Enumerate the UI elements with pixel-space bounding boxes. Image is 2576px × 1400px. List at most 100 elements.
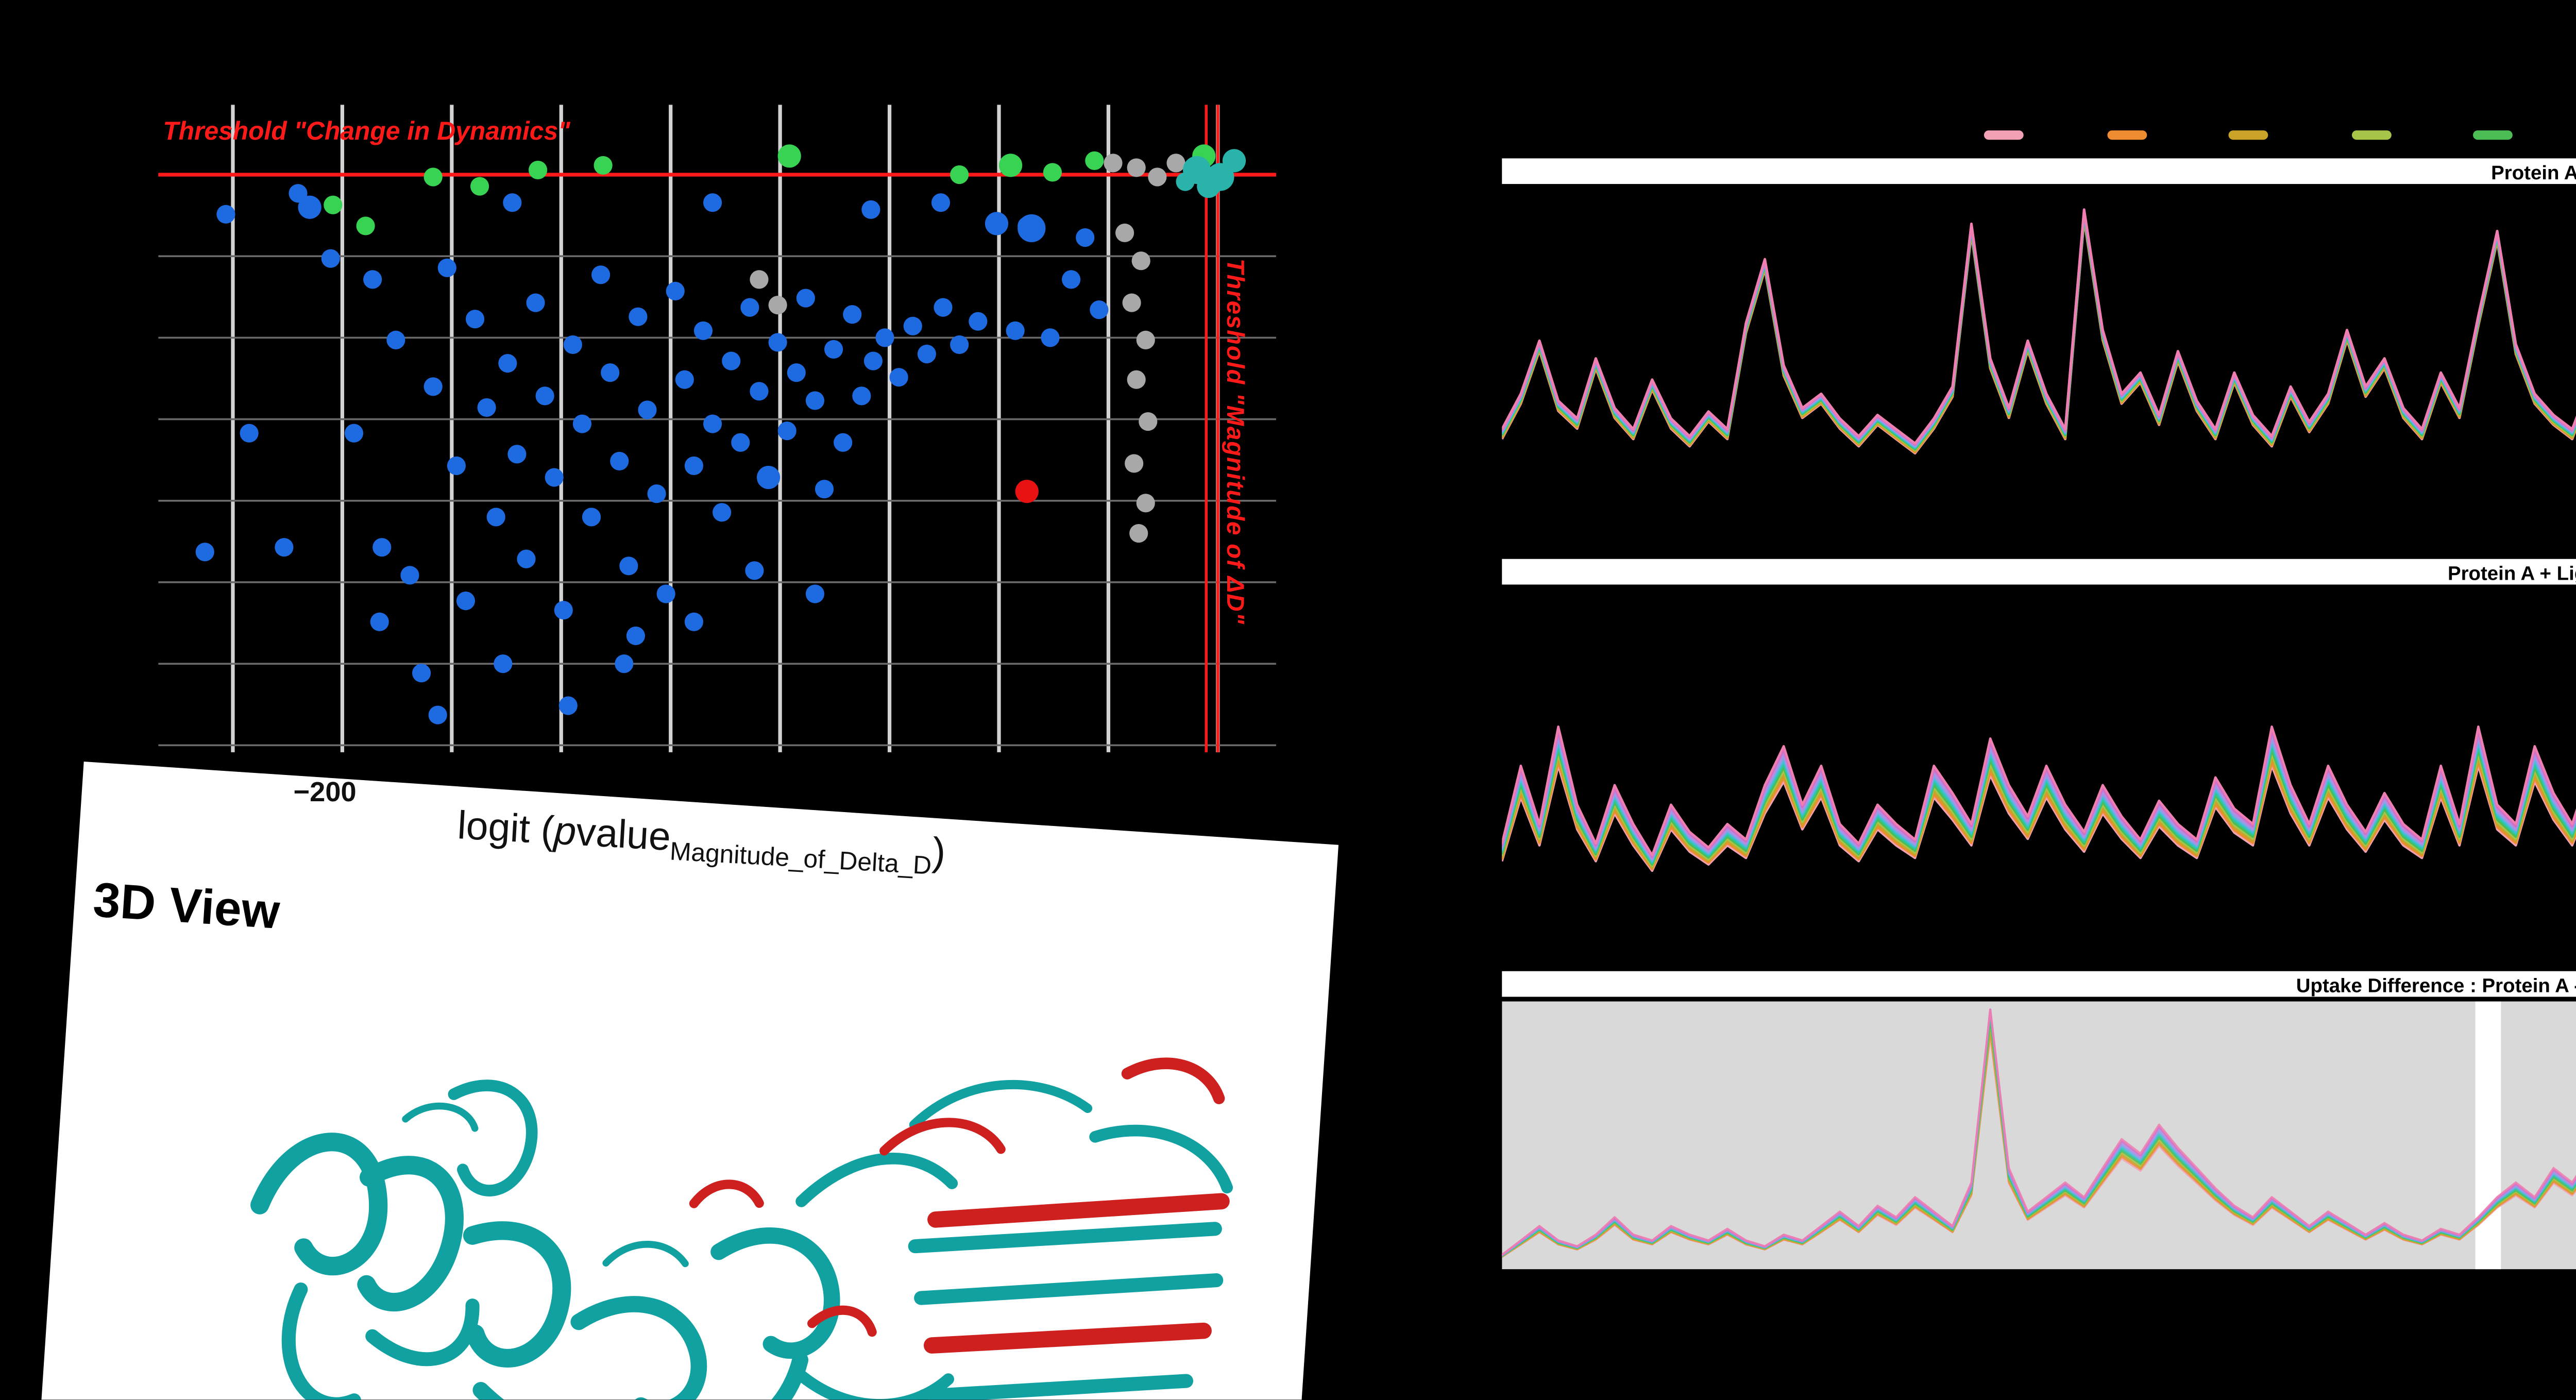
uptake-line[interactable] bbox=[1502, 598, 2576, 858]
scatter-point-blue[interactable] bbox=[626, 626, 645, 645]
scatter-point-blue[interactable] bbox=[558, 696, 578, 715]
scatter-point-blue[interactable] bbox=[843, 305, 862, 324]
scatter-point-blue[interactable] bbox=[563, 335, 582, 355]
scatter-point-gray[interactable] bbox=[1125, 454, 1144, 473]
scatter-point-blue[interactable] bbox=[447, 456, 466, 476]
legend-item[interactable] bbox=[2106, 130, 2146, 139]
scatter-point-blue[interactable] bbox=[731, 433, 750, 452]
legend-item[interactable] bbox=[1984, 130, 2024, 139]
scatter-point-blue[interactable] bbox=[610, 451, 629, 470]
scatter-point-blue[interactable] bbox=[517, 549, 536, 568]
scatter-point-gray[interactable] bbox=[1139, 412, 1158, 431]
scatter-point-gray[interactable] bbox=[1127, 158, 1146, 177]
scatter-point-blue[interactable] bbox=[889, 368, 908, 387]
uptake-line[interactable] bbox=[1502, 216, 2576, 485]
scatter-point-blue[interactable] bbox=[903, 316, 922, 335]
scatter-point-blue[interactable] bbox=[477, 398, 496, 417]
scatter-point-blue[interactable] bbox=[745, 561, 764, 580]
legend-item[interactable] bbox=[2228, 130, 2268, 139]
scatter-point-gray[interactable] bbox=[1122, 293, 1141, 312]
scatter-point-blue[interactable] bbox=[582, 508, 601, 527]
scatter-point-blue[interactable] bbox=[629, 307, 648, 326]
scatter-point-blue[interactable] bbox=[545, 468, 564, 487]
scatter-point-blue[interactable] bbox=[275, 538, 294, 557]
scatter-point-blue[interactable] bbox=[805, 391, 825, 410]
scatter-point-gray[interactable] bbox=[1127, 370, 1146, 389]
scatter-point-blue[interactable] bbox=[969, 312, 988, 331]
scatter-point-blue[interactable] bbox=[1041, 328, 1060, 347]
scatter-point-gray[interactable] bbox=[1104, 154, 1123, 173]
scatter-point-blue[interactable] bbox=[535, 386, 554, 406]
scatter-point-blue[interactable] bbox=[703, 193, 722, 212]
scatter-point-gray[interactable] bbox=[1115, 223, 1134, 243]
scatter-point-gray[interactable] bbox=[1166, 154, 1185, 173]
scatter-point-green[interactable] bbox=[470, 177, 489, 196]
scatter-point-blue[interactable] bbox=[796, 289, 815, 308]
scatter-point-blue[interactable] bbox=[863, 351, 883, 370]
scatter-point-blue[interactable] bbox=[875, 328, 894, 347]
scatter-point-blue[interactable] bbox=[777, 421, 796, 441]
uptake-chart-protein-a-ligand[interactable] bbox=[1502, 587, 2576, 941]
scatter-point-blue[interactable] bbox=[386, 330, 405, 349]
scatter-point-green[interactable] bbox=[594, 156, 613, 175]
scatter-point-blue[interactable] bbox=[400, 566, 419, 585]
volcano-plot[interactable]: Threshold "Change in Dynamics" Threshold… bbox=[158, 105, 1276, 752]
scatter-point-gray[interactable] bbox=[1136, 494, 1155, 513]
scatter-point-blue[interactable] bbox=[834, 433, 853, 452]
scatter-point-green[interactable] bbox=[1085, 151, 1104, 170]
uptake-line[interactable] bbox=[1502, 215, 2576, 473]
scatter-point-blue[interactable] bbox=[768, 333, 787, 352]
scatter-point-blue[interactable] bbox=[713, 503, 732, 522]
scatter-point-gray[interactable] bbox=[1148, 167, 1167, 187]
scatter-point-green[interactable] bbox=[423, 167, 443, 187]
scatter-point-blue[interactable] bbox=[647, 484, 666, 503]
scatter-point-blue[interactable] bbox=[503, 193, 522, 212]
scatter-point-blue[interactable] bbox=[289, 184, 308, 203]
scatter-point-blue[interactable] bbox=[619, 556, 638, 576]
scatter-point-blue[interactable] bbox=[787, 363, 806, 382]
scatter-point-blue[interactable] bbox=[675, 370, 694, 389]
uptake-line[interactable] bbox=[1502, 1008, 2576, 1257]
uptake-line[interactable] bbox=[1502, 217, 2576, 498]
scatter-point-blue[interactable] bbox=[412, 664, 431, 683]
scatter-point-teal[interactable] bbox=[1222, 149, 1246, 173]
scatter-point-gray[interactable] bbox=[1129, 524, 1148, 543]
uptake-chart-protein-a[interactable] bbox=[1502, 187, 2576, 541]
scatter-point-blue[interactable] bbox=[615, 654, 634, 673]
scatter-point-blue[interactable] bbox=[703, 414, 722, 433]
scatter-point-gray[interactable] bbox=[750, 270, 769, 289]
scatter-point-green[interactable] bbox=[1043, 163, 1062, 182]
scatter-point-blue[interactable] bbox=[494, 654, 513, 673]
scatter-point-blue[interactable] bbox=[486, 508, 505, 527]
scatter-point-teal[interactable] bbox=[1176, 172, 1195, 191]
legend-item[interactable] bbox=[2350, 130, 2391, 139]
scatter-point-blue[interactable] bbox=[465, 310, 485, 329]
scatter-point-blue[interactable] bbox=[526, 293, 545, 312]
scatter-point-blue[interactable] bbox=[656, 584, 675, 603]
scatter-point-green[interactable] bbox=[324, 195, 343, 214]
legend-item[interactable] bbox=[2473, 130, 2513, 139]
uptake-line[interactable] bbox=[1502, 202, 2576, 445]
scatter-point-blue[interactable] bbox=[1076, 228, 1095, 247]
scatter-point-blue[interactable] bbox=[852, 386, 871, 406]
scatter-point-gray[interactable] bbox=[768, 296, 787, 315]
scatter-point-blue[interactable] bbox=[985, 212, 1009, 235]
scatter-point-blue[interactable] bbox=[572, 414, 592, 433]
scatter-point-teal[interactable] bbox=[1197, 174, 1221, 198]
scatter-point-blue[interactable] bbox=[740, 298, 759, 317]
scatter-point-blue[interactable] bbox=[344, 424, 364, 443]
scatter-point-blue[interactable] bbox=[1062, 270, 1081, 289]
volcano-canvas[interactable] bbox=[158, 105, 1276, 752]
scatter-point-gray[interactable] bbox=[1136, 330, 1155, 349]
scatter-point-green[interactable] bbox=[950, 165, 969, 184]
uptake-line[interactable] bbox=[1502, 218, 2576, 510]
scatter-point-blue[interactable] bbox=[1018, 216, 1037, 235]
scatter-point-blue[interactable] bbox=[934, 298, 953, 317]
uptake-line[interactable] bbox=[1502, 598, 2576, 856]
scatter-point-blue[interactable] bbox=[750, 382, 769, 401]
scatter-point-blue[interactable] bbox=[950, 335, 969, 355]
scatter-point-blue[interactable] bbox=[756, 465, 781, 490]
scatter-point-blue[interactable] bbox=[666, 281, 685, 301]
scatter-point-green[interactable] bbox=[777, 144, 801, 168]
scatter-point-blue[interactable] bbox=[363, 270, 382, 289]
